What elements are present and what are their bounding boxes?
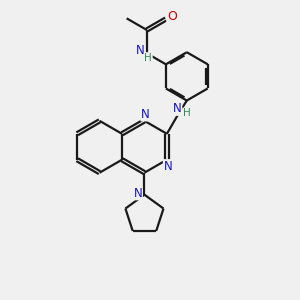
Text: H: H xyxy=(183,108,190,118)
Text: N: N xyxy=(141,108,150,121)
Text: O: O xyxy=(167,10,177,23)
Text: N: N xyxy=(173,102,182,115)
Text: N: N xyxy=(134,187,142,200)
Text: H: H xyxy=(144,53,152,63)
Text: N: N xyxy=(164,160,172,173)
Text: N: N xyxy=(136,44,145,57)
